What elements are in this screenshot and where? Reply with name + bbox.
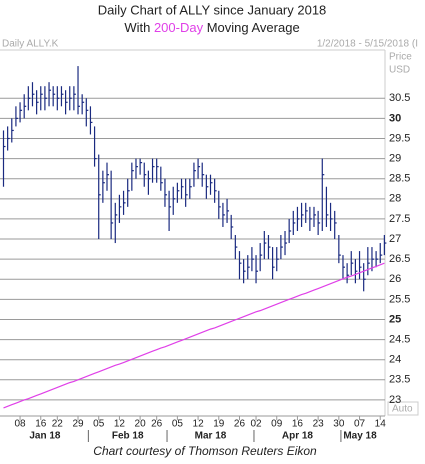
x-tick-label: 23 — [313, 419, 325, 430]
y-tick-label: 25.5 — [389, 293, 410, 305]
y-tick-label: 28 — [389, 193, 401, 205]
x-tick-label: 22 — [52, 419, 64, 430]
x-tick-label: 05 — [172, 419, 184, 430]
subtitle-part: With — [124, 20, 154, 35]
month-label: Feb 18 — [112, 431, 144, 442]
x-tick-label: 12 — [193, 419, 205, 430]
x-tick-label: 20 — [135, 419, 147, 430]
chart-subtitle: With 200-Day Moving Average — [124, 20, 299, 35]
month-label: Apr 18 — [282, 431, 314, 442]
header-left: Daily ALLY.K — [2, 39, 59, 50]
scale-box — [387, 401, 419, 416]
y-tick-label: 26.5 — [389, 253, 410, 265]
x-tick-label: 16 — [35, 419, 47, 430]
x-tick-label: 19 — [213, 419, 225, 430]
x-tick-label: 12 — [114, 419, 126, 430]
y-tick-label: 30.5 — [389, 92, 410, 104]
subtitle-highlight: 200-Day — [154, 20, 204, 35]
chart-title: Daily Chart of ALLY since January 2018 — [98, 2, 327, 17]
y-tick-label: 23.5 — [389, 374, 410, 386]
x-tick-label: 16 — [292, 419, 304, 430]
y-tick-label: 27.5 — [389, 213, 410, 225]
x-tick-label: 08 — [14, 419, 26, 430]
y-tick-label: 27 — [389, 233, 401, 245]
y-tick-label: 25 — [389, 313, 401, 325]
x-tick-label: 30 — [333, 419, 345, 430]
x-tick-label: 07 — [354, 419, 366, 430]
moving-average-line — [3, 262, 385, 409]
y-tick-label: 26 — [389, 273, 401, 285]
x-tick-label: 09 — [271, 419, 283, 430]
month-label: May 18 — [343, 431, 377, 442]
x-tick-label: 05 — [93, 419, 105, 430]
x-tick-label: 14 — [375, 419, 387, 430]
x-tick-label: 26 — [151, 419, 163, 430]
y-tick-label: 24.5 — [389, 333, 410, 345]
x-tick-label: 02 — [250, 419, 262, 430]
footer: Chart courtesy of Thomson Reuters Eikon — [93, 444, 317, 458]
y-tick-label: 28.5 — [389, 173, 410, 185]
month-label: Mar 18 — [195, 431, 227, 442]
x-tick-label: 29 — [72, 419, 84, 430]
header-right: 1/2/2018 - 5/15/2018 (I — [317, 39, 418, 50]
y-axis-label: USD — [389, 65, 410, 76]
y-axis-label: Price — [389, 52, 412, 63]
y-tick-label: 30 — [389, 112, 401, 124]
subtitle-part: Moving Average — [203, 20, 300, 35]
month-label: Jan 18 — [29, 431, 61, 442]
y-tick-label: 29.5 — [389, 132, 410, 144]
x-tick-label: 26 — [234, 419, 246, 430]
y-tick-label: 29 — [389, 152, 401, 164]
scale-mode: Auto — [392, 404, 413, 415]
y-tick-label: 24 — [389, 354, 401, 366]
y-tick-label: 23 — [389, 394, 401, 406]
